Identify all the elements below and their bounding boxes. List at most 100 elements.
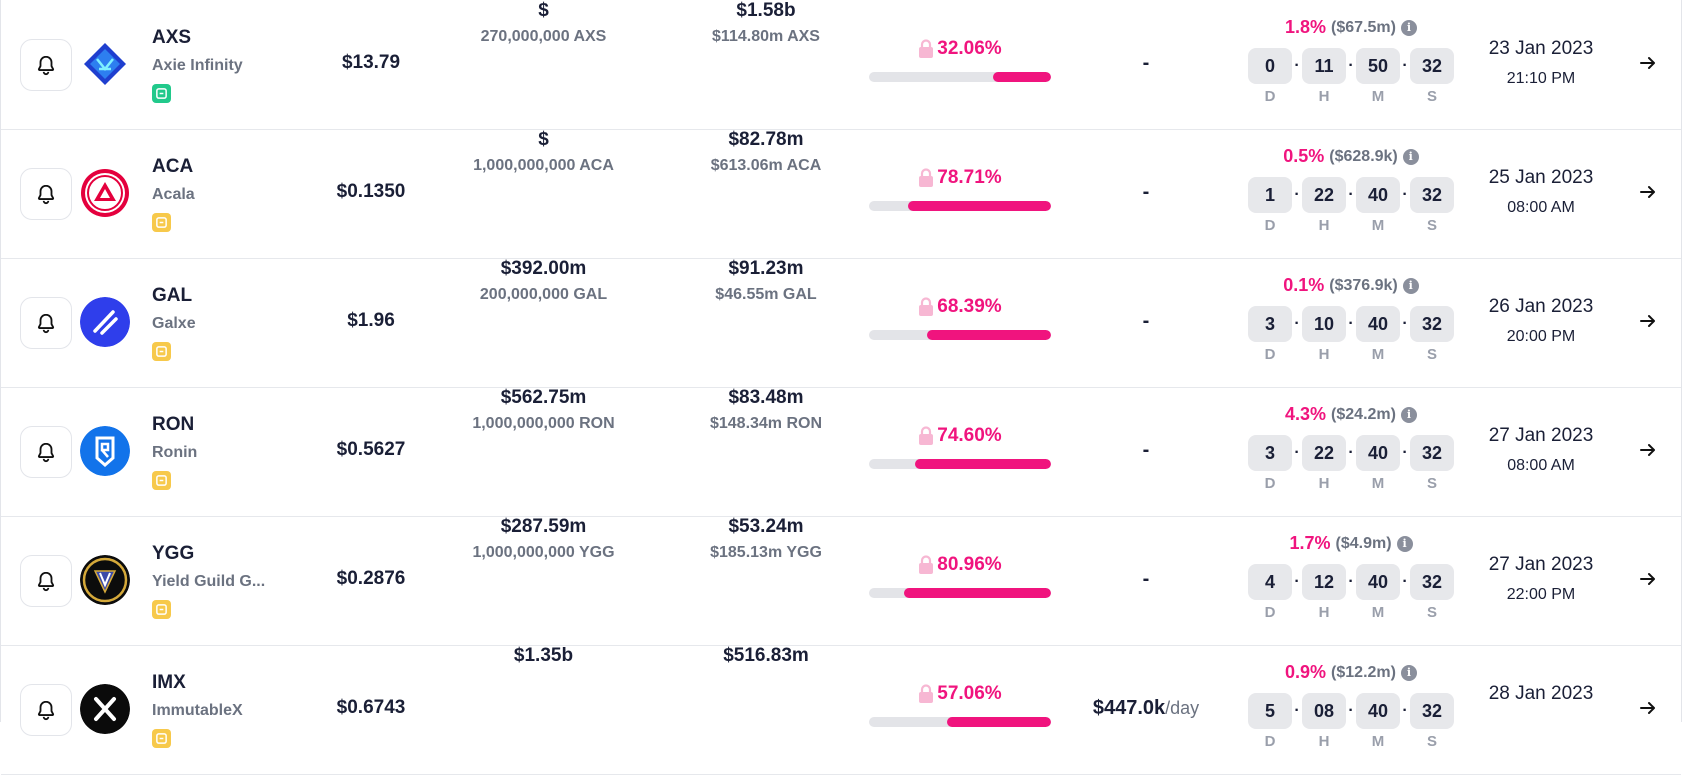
countdown-label: H	[1318, 475, 1330, 492]
table-row[interactable]: ACA Acala $0.1350 $ 1,000,000,000 ACA $8…	[1, 129, 1681, 259]
table-row[interactable]: RON Ronin $0.5627 $562.75m 1,000,000,000…	[1, 387, 1681, 517]
bell-icon	[37, 442, 55, 463]
next-unlock-value: ($4.9m)	[1335, 534, 1392, 552]
info-icon[interactable]: i	[1400, 19, 1417, 36]
next-unlock-percent: 1.7%	[1289, 533, 1331, 553]
bell-icon	[37, 700, 55, 721]
next-unlock-percent: 0.1%	[1283, 275, 1325, 295]
countdown-label: D	[1264, 475, 1276, 492]
unlock-time-value: 22:00 PM	[1506, 586, 1576, 603]
gal-logo	[80, 297, 130, 347]
total-supply: 1,000,000,000 RON	[472, 415, 615, 432]
notification-bell-button[interactable]	[20, 39, 72, 91]
lock-icon	[919, 426, 934, 445]
countdown-separator: ·	[1348, 57, 1354, 74]
next-unlock-value: ($24.2m)	[1331, 405, 1396, 423]
next-unlock-value: ($12.2m)	[1331, 663, 1396, 681]
token-symbol[interactable]: YGG	[152, 543, 195, 564]
lock-icon	[919, 555, 934, 574]
arrow-right-icon[interactable]	[1637, 568, 1659, 590]
notification-bell-button[interactable]	[20, 168, 72, 220]
market-cap-value: $	[538, 0, 549, 21]
unlock-date-value: 27 Jan 2023	[1488, 554, 1594, 575]
notification-bell-button[interactable]	[20, 684, 72, 736]
lock-icon	[919, 168, 934, 187]
unlock-rate-value: $447.0k	[1092, 697, 1166, 719]
table-row[interactable]: YGG Yield Guild G... $0.2876 $287.59m 1,…	[1, 516, 1681, 646]
countdown-label: H	[1318, 217, 1330, 234]
info-icon[interactable]: i	[1402, 277, 1419, 294]
locked-progress-bar	[869, 717, 1051, 727]
market-cap-value: $	[538, 129, 549, 150]
countdown-label: H	[1318, 88, 1330, 105]
chain-badge-icon	[152, 600, 171, 619]
countdown-d-box: 5	[1248, 693, 1292, 729]
arrow-right-icon[interactable]	[1637, 310, 1659, 332]
locked-progress-bar	[869, 459, 1051, 469]
countdown-h-box: 22	[1302, 435, 1346, 471]
circulating-value: $82.78m	[728, 129, 804, 150]
token-name: Ronin	[152, 444, 198, 461]
unlock-date: 27 Jan 2023 22:00 PM	[1461, 554, 1621, 604]
countdown-d-box: 0	[1248, 48, 1292, 84]
countdown-label: M	[1371, 733, 1385, 750]
unlock-date: 28 Jan 2023	[1461, 683, 1621, 715]
token-symbol[interactable]: GAL	[152, 285, 193, 306]
market-cap: $287.59m 1,000,000,000 YGG	[431, 516, 656, 562]
circulating-tokens: $185.13m YGG	[710, 544, 822, 561]
token-price: $1.96	[347, 310, 395, 331]
countdown-s-box: 32	[1410, 435, 1454, 471]
info-icon[interactable]: i	[1400, 406, 1417, 423]
unlock-rate-value: -	[1142, 181, 1150, 203]
arrow-right-icon[interactable]	[1637, 439, 1659, 461]
next-unlock-percent: 1.8%	[1285, 17, 1327, 37]
locked-progress-fill	[903, 588, 1051, 598]
notification-bell-button[interactable]	[20, 555, 72, 607]
unlock-date: 26 Jan 2023 20:00 PM	[1461, 296, 1621, 346]
chain-badge-icon	[152, 342, 171, 361]
arrow-right-icon[interactable]	[1637, 697, 1659, 719]
token-symbol[interactable]: ACA	[152, 156, 194, 177]
locked-progress-bar	[869, 588, 1051, 598]
market-cap: $ 270,000,000 AXS	[431, 0, 656, 46]
arrow-right-icon[interactable]	[1637, 181, 1659, 203]
countdown-label: S	[1426, 733, 1437, 750]
token-symbol[interactable]: AXS	[152, 27, 192, 48]
info-icon[interactable]: i	[1402, 148, 1419, 165]
aca-logo	[80, 168, 130, 218]
token-symbol[interactable]: RON	[152, 414, 195, 435]
countdown-s-box: 32	[1410, 564, 1454, 600]
table-row[interactable]: AXS Axie Infinity $13.79 $ 270,000,000 A…	[1, 0, 1681, 130]
countdown-separator: ·	[1294, 315, 1300, 332]
notification-bell-button[interactable]	[20, 297, 72, 349]
token-symbol[interactable]: IMX	[152, 672, 186, 693]
arrow-right-icon[interactable]	[1637, 52, 1659, 74]
bell-icon	[37, 571, 55, 592]
countdown-d-box: 3	[1248, 306, 1292, 342]
locked-progress-bar	[869, 330, 1051, 340]
total-supply: 1,000,000,000 YGG	[472, 544, 615, 561]
token-price: $0.2876	[336, 568, 406, 589]
countdown-h-box: 10	[1302, 306, 1346, 342]
countdown-separator: ·	[1402, 186, 1408, 203]
unlock-rate: $447.0k/day	[1061, 697, 1231, 720]
circulating-value: $1.58b	[736, 0, 796, 21]
table-row[interactable]: GAL Galxe $1.96 $392.00m 200,000,000 GAL…	[1, 258, 1681, 388]
unlock-date: 25 Jan 2023 08:00 AM	[1461, 167, 1621, 217]
token-price: $0.5627	[336, 439, 406, 460]
info-icon[interactable]: i	[1400, 664, 1417, 681]
countdown-label: D	[1264, 733, 1276, 750]
info-icon[interactable]: i	[1396, 535, 1413, 552]
bell-icon	[37, 55, 55, 76]
countdown-separator: ·	[1294, 444, 1300, 461]
table-row[interactable]: IMX ImmutableX $0.6743 $1.35b $516.83m 5…	[1, 645, 1681, 775]
notification-bell-button[interactable]	[20, 426, 72, 478]
countdown-m-box: 40	[1356, 693, 1400, 729]
countdown: 5 · 08 · 40 · 32	[1241, 693, 1461, 729]
